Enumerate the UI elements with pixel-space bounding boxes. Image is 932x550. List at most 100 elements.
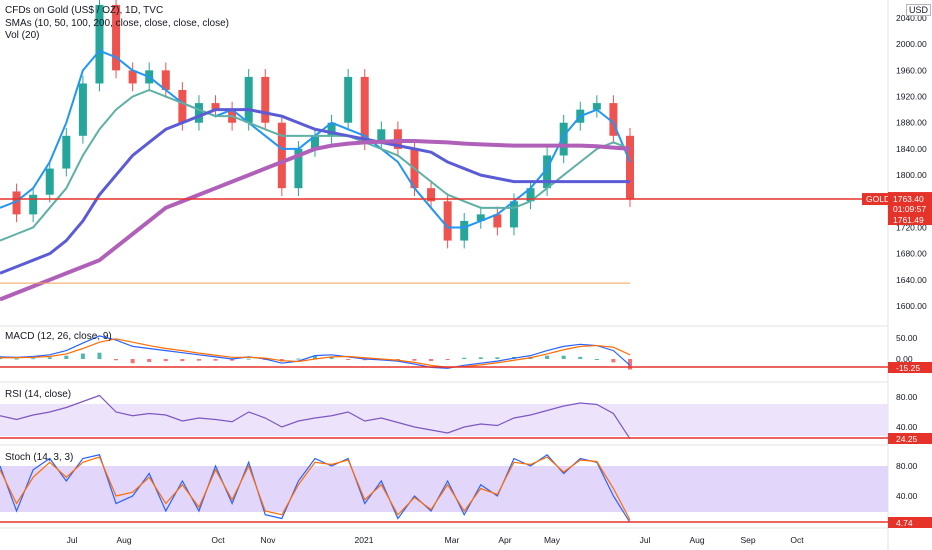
macd-histogram-bar — [0, 358, 2, 360]
candle-body — [261, 76, 270, 123]
rsi-tick-label: 80.00 — [896, 392, 918, 402]
macd-histogram-bar — [329, 356, 334, 359]
candle-body — [427, 188, 436, 202]
sma-line-4 — [0, 139, 631, 302]
candle-body — [194, 103, 203, 123]
price-tick-label: 1680.00 — [896, 249, 927, 259]
macd-panel — [0, 335, 888, 370]
macd-histogram-bar — [412, 359, 417, 361]
macd-histogram-bar — [495, 357, 500, 359]
candle-body — [128, 70, 137, 84]
time-tick-label: Aug — [689, 535, 704, 545]
candle-body — [626, 135, 634, 200]
candle-body — [211, 103, 220, 110]
macd-histogram-bar — [578, 356, 583, 359]
candle-body — [592, 103, 601, 110]
stoch-d-line — [0, 456, 631, 521]
macd-histogram-bar — [14, 358, 19, 360]
macd-histogram-bar — [313, 355, 317, 359]
macd-histogram-bar — [196, 359, 201, 361]
time-tick-label: Mar — [445, 535, 460, 545]
macd-histogram-bar — [163, 359, 168, 362]
price-axis[interactable]: 2040.00 2000.00 1960.00 1920.00 1880.00 1840.… — [862, 13, 932, 528]
rsi-line — [0, 394, 631, 440]
macd-histogram-bar — [346, 359, 351, 360]
candle-body — [161, 70, 170, 90]
macd-histogram-bar — [478, 357, 483, 359]
time-tick-label: 2021 — [355, 535, 374, 545]
candle-body — [377, 129, 386, 143]
candle-body — [277, 122, 286, 189]
last-price-label: 1763.40 — [893, 194, 924, 204]
time-axis[interactable]: Jul Aug Oct Nov 2021 Mar Apr May Jul Aug Sep Oct — [67, 535, 805, 545]
candle-body — [543, 155, 552, 189]
sma-line-3 — [0, 108, 630, 275]
time-tick-label: Nov — [260, 535, 276, 545]
candle-body — [344, 76, 353, 123]
sma-last-tag — [888, 214, 932, 226]
macd-histogram-bar — [147, 359, 152, 362]
macd-histogram-bar — [628, 359, 632, 370]
candle-body — [62, 135, 71, 169]
rsi-panel — [0, 394, 888, 440]
macd-legend[interactable]: MACD (12, 26, close, 9) — [5, 331, 112, 342]
stoch-panel — [0, 453, 888, 523]
candle-body — [526, 188, 535, 202]
candle-body — [294, 148, 303, 189]
rsi-band — [0, 404, 888, 436]
candle-body — [493, 214, 502, 228]
price-panel — [0, 0, 888, 302]
candle-body — [443, 201, 452, 241]
candle-body — [559, 122, 568, 156]
macd-histogram-bar — [130, 359, 135, 364]
macd-histogram-bar — [561, 355, 566, 359]
price-tick-label: 1960.00 — [896, 65, 927, 75]
sma-last-label: 1761.49 — [893, 215, 924, 225]
currency-label[interactable]: USD — [906, 4, 932, 16]
macd-histogram-bar — [180, 359, 185, 362]
sma-legend[interactable]: SMAs (10, 50, 100, 200, close, close, cl… — [5, 18, 229, 29]
price-tick-label: 1880.00 — [896, 118, 927, 128]
macd-histogram-bar — [545, 355, 550, 359]
candle-body — [112, 4, 121, 71]
price-tick-label: 2040.00 — [896, 13, 927, 23]
candle-body — [476, 214, 485, 221]
time-tick-label: Apr — [498, 535, 511, 545]
candle-body — [178, 90, 187, 123]
rsi-legend[interactable]: RSI (14, close) — [5, 389, 72, 400]
macd-histogram-bar — [64, 355, 69, 359]
price-tick-label: 1720.00 — [896, 222, 927, 232]
macd-histogram-bar — [445, 359, 450, 360]
candle-body — [311, 135, 319, 149]
macd-tick-label: 50.00 — [896, 333, 918, 343]
candle-body — [78, 83, 87, 136]
macd-histogram-bar — [31, 358, 36, 360]
macd-tick-label: 0.00 — [896, 354, 913, 364]
macd-value-tag — [888, 362, 932, 373]
price-tick-label: 2000.00 — [896, 39, 927, 49]
sma-line-2 — [0, 89, 631, 242]
stoch-tick-label: 40.00 — [896, 491, 918, 501]
stoch-value-tag — [888, 517, 932, 528]
time-tick-label: Oct — [211, 535, 225, 545]
symbol-tag-label: GOLD — [866, 194, 890, 204]
macd-histogram-bar — [246, 358, 251, 360]
price-tick-label: 1800.00 — [896, 170, 927, 180]
macd-histogram-bar — [213, 359, 218, 361]
candle-body — [12, 191, 21, 215]
candle-body — [360, 76, 369, 143]
macd-histogram-bar — [97, 352, 102, 359]
macd-histogram-bar — [114, 359, 119, 361]
rsi-value-label: 24.25 — [896, 434, 918, 444]
macd-histogram-bar — [611, 359, 616, 363]
macd-value-label: -15.25 — [896, 363, 920, 373]
time-tick-label: Jul — [67, 535, 78, 545]
candle-body — [509, 201, 518, 228]
stoch-legend[interactable]: Stoch (14, 3, 3) — [5, 452, 74, 463]
macd-line — [0, 335, 631, 369]
price-tick-label: 1840.00 — [896, 144, 927, 154]
stoch-band — [0, 466, 888, 512]
macd-signal-line — [0, 338, 631, 369]
vol-legend[interactable]: Vol (20) — [5, 30, 40, 41]
